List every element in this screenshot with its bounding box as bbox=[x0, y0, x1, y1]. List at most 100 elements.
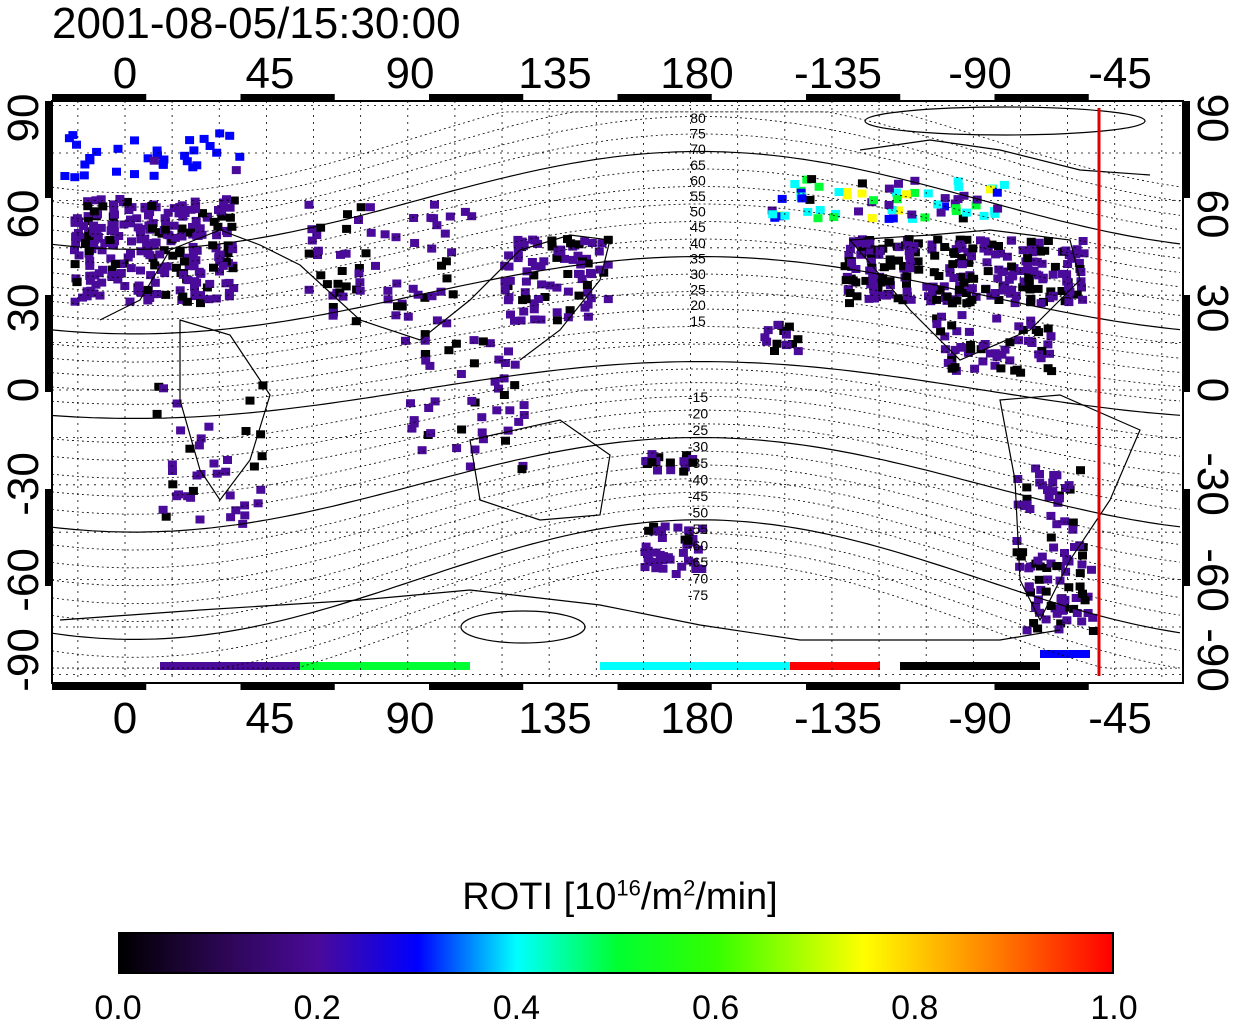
contour-line bbox=[51, 436, 1181, 533]
roti-cell bbox=[901, 190, 911, 199]
roti-cell bbox=[1025, 285, 1035, 294]
contour-line bbox=[51, 478, 1181, 587]
roti-cell bbox=[1088, 613, 1098, 622]
roti-cell bbox=[1007, 262, 1017, 271]
roti-cell bbox=[113, 275, 123, 284]
roti-cell bbox=[328, 303, 338, 311]
roti-cell bbox=[586, 294, 596, 303]
roti-cell bbox=[899, 262, 909, 271]
roti-cell bbox=[1077, 617, 1087, 626]
roti-cell bbox=[1002, 252, 1012, 261]
roti-cell bbox=[163, 208, 173, 217]
roti-cell bbox=[98, 265, 108, 274]
frame-bar-right bbox=[1183, 489, 1190, 586]
roti-cell bbox=[949, 248, 959, 257]
frame-bar-right bbox=[1183, 295, 1190, 392]
roti-band bbox=[600, 662, 790, 670]
roti-cell bbox=[343, 210, 352, 219]
roti-cell bbox=[902, 279, 911, 288]
lat-tick-right: 30 bbox=[1188, 284, 1237, 333]
roti-cell bbox=[313, 251, 322, 259]
roti-cell bbox=[161, 512, 171, 521]
roti-cell bbox=[143, 285, 153, 294]
roti-cell bbox=[964, 258, 974, 267]
roti-cell bbox=[191, 205, 200, 214]
roti-cell bbox=[1014, 322, 1024, 331]
roti-cell bbox=[1057, 598, 1067, 607]
roti-cell bbox=[1054, 625, 1064, 634]
roti-cell bbox=[909, 242, 919, 250]
contour-line bbox=[51, 382, 1181, 461]
roti-cell bbox=[996, 249, 1005, 258]
roti-cell bbox=[126, 249, 135, 258]
roti-cell bbox=[136, 235, 146, 244]
roti-cell bbox=[83, 217, 93, 226]
roti-cell bbox=[1033, 556, 1043, 565]
roti-cell bbox=[316, 223, 326, 232]
roti-cell bbox=[684, 526, 694, 535]
roti-cell bbox=[477, 428, 487, 437]
roti-cell bbox=[171, 263, 181, 272]
contour-line bbox=[51, 326, 1181, 391]
roti-cell bbox=[152, 290, 162, 298]
roti-cell bbox=[784, 322, 794, 331]
roti-cell bbox=[504, 262, 514, 271]
roti-cell bbox=[322, 280, 332, 289]
roti-cell bbox=[869, 196, 878, 205]
roti-cell bbox=[151, 238, 161, 247]
roti-cell bbox=[143, 154, 153, 163]
roti-cell bbox=[119, 220, 129, 229]
roti-cell bbox=[1061, 484, 1070, 492]
roti-cell bbox=[1018, 246, 1028, 255]
roti-cell bbox=[432, 316, 442, 325]
contour-label: 40 bbox=[690, 235, 706, 251]
roti-cell bbox=[950, 199, 960, 208]
roti-cell bbox=[942, 292, 952, 301]
roti-cell bbox=[231, 166, 241, 175]
contour-line bbox=[51, 343, 1181, 405]
roti-cell bbox=[845, 244, 855, 253]
roti-cell bbox=[313, 246, 323, 255]
contour-line bbox=[51, 464, 1181, 569]
roti-cell bbox=[842, 188, 852, 196]
roti-cell bbox=[815, 206, 825, 214]
roti-cell bbox=[214, 253, 224, 262]
roti-cell bbox=[204, 422, 214, 431]
contour-label: -35 bbox=[688, 455, 708, 471]
roti-cell bbox=[697, 565, 707, 573]
roti-cell bbox=[990, 361, 1000, 370]
roti-cell bbox=[149, 156, 159, 165]
roti-cell bbox=[566, 239, 576, 248]
roti-cell bbox=[403, 312, 413, 321]
roti-cell bbox=[682, 451, 692, 460]
roti-cell bbox=[136, 247, 146, 256]
roti-cell bbox=[199, 134, 209, 143]
roti-cell bbox=[510, 381, 520, 390]
contour-line bbox=[51, 492, 1181, 604]
roti-cell bbox=[1043, 364, 1053, 373]
roti-cell bbox=[505, 276, 515, 285]
roti-cell bbox=[930, 251, 940, 260]
roti-cell bbox=[341, 282, 351, 291]
roti-cell bbox=[953, 177, 963, 186]
roti-cell bbox=[971, 201, 981, 210]
roti-cell bbox=[116, 260, 126, 268]
roti-cell bbox=[1043, 340, 1053, 349]
roti-cell bbox=[603, 295, 613, 304]
roti-cell bbox=[410, 239, 420, 247]
contour-label: 50 bbox=[690, 204, 706, 220]
roti-cell bbox=[1025, 562, 1035, 571]
roti-cell bbox=[788, 340, 797, 348]
lon-tick-top: -45 bbox=[1088, 49, 1152, 98]
roti-cell bbox=[420, 293, 430, 302]
roti-cell bbox=[354, 216, 363, 224]
frame-bar-top bbox=[994, 94, 1089, 101]
roti-cell bbox=[790, 180, 800, 188]
frame-bar-left bbox=[45, 101, 52, 198]
roti-cell bbox=[1078, 589, 1087, 598]
roti-cell bbox=[967, 295, 977, 304]
roti-cell bbox=[1005, 356, 1015, 365]
lat-tick-left: 30 bbox=[0, 284, 48, 333]
roti-cell bbox=[74, 251, 84, 260]
